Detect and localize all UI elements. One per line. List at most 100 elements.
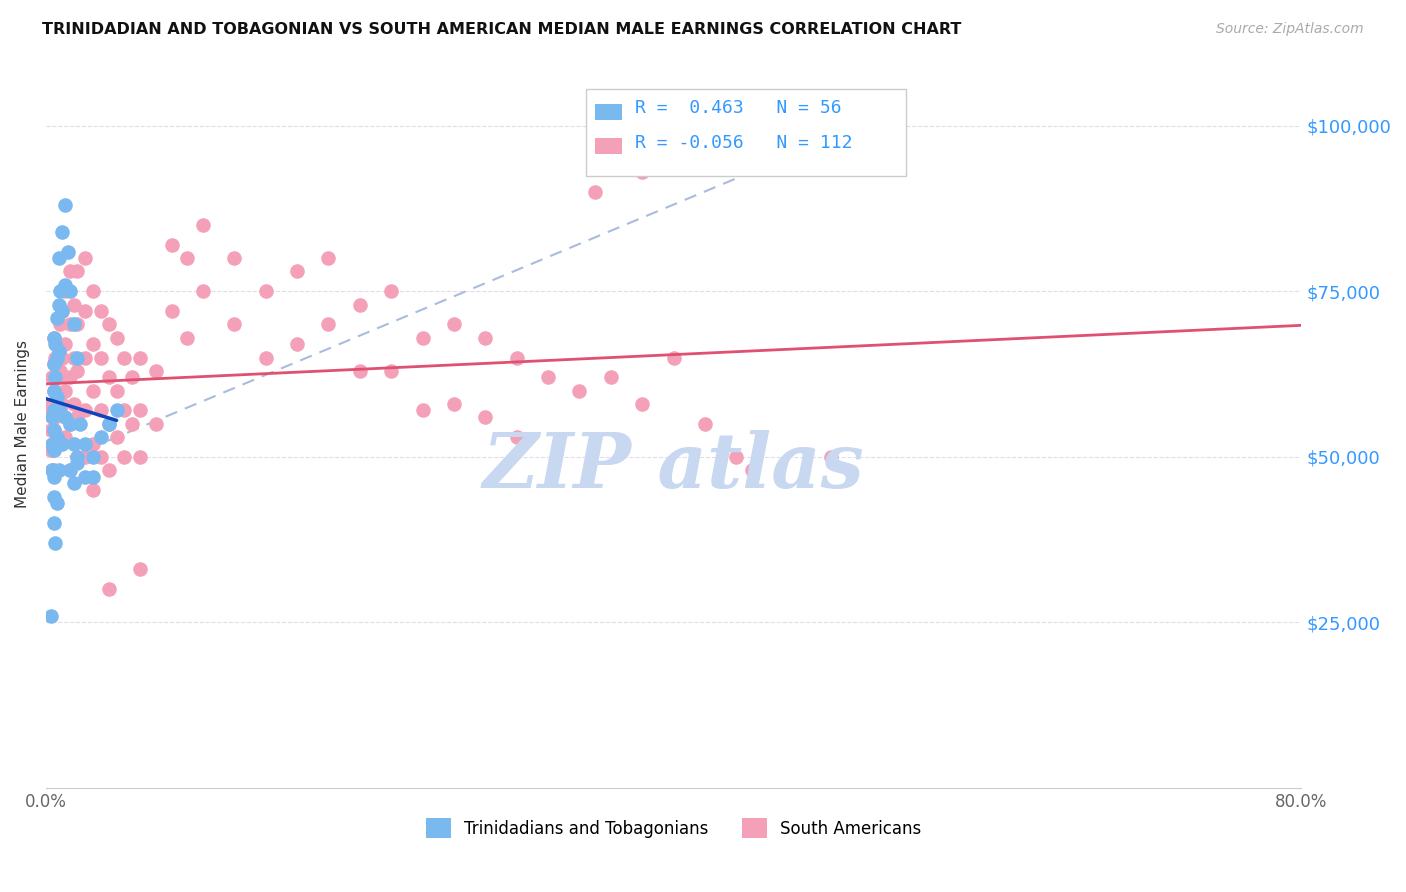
Point [112, 351, 135, 365]
Point [537, 370, 560, 384]
Point [105, 430, 128, 444]
Point [75, 251, 97, 265]
Point [254, 351, 277, 365]
Point [191, 285, 214, 299]
Point [66, 457, 89, 471]
Point [46, 390, 69, 404]
Point [58, 370, 80, 384]
Point [90, 430, 112, 444]
Point [51, 436, 73, 450]
Point [412, 403, 434, 417]
Point [42, 423, 65, 437]
Point [48, 251, 70, 265]
Point [82, 450, 104, 464]
Point [191, 218, 214, 232]
Point [51, 397, 73, 411]
Point [53, 337, 76, 351]
Point [58, 285, 80, 299]
FancyBboxPatch shape [595, 138, 621, 154]
Point [58, 318, 80, 332]
Point [129, 351, 152, 365]
Point [53, 285, 76, 299]
Point [53, 430, 76, 444]
Point [474, 331, 496, 345]
Point [46, 310, 69, 325]
Point [506, 430, 529, 444]
Point [412, 331, 434, 345]
Point [380, 364, 402, 378]
Point [75, 304, 97, 318]
Point [51, 351, 73, 365]
Point [285, 337, 308, 351]
Point [224, 318, 246, 332]
Point [97, 582, 120, 597]
Point [285, 264, 308, 278]
Point [42, 331, 65, 345]
Point [63, 351, 86, 365]
Point [662, 351, 685, 365]
Text: R =  0.463   N = 56: R = 0.463 N = 56 [634, 99, 841, 118]
Point [90, 304, 112, 318]
Point [63, 397, 86, 411]
Point [63, 318, 86, 332]
Point [48, 403, 70, 417]
Point [46, 430, 69, 444]
Point [66, 364, 89, 378]
Point [105, 331, 128, 345]
Point [82, 285, 104, 299]
Point [44, 536, 66, 550]
Point [349, 364, 371, 378]
Point [254, 285, 277, 299]
Legend: Trinidadians and Tobagonians, South Americans: Trinidadians and Tobagonians, South Amer… [419, 812, 928, 845]
Point [599, 370, 621, 384]
Point [44, 436, 66, 450]
Point [75, 436, 97, 450]
Point [42, 423, 65, 437]
Point [41, 423, 63, 437]
Point [443, 397, 465, 411]
Point [380, 285, 402, 299]
Point [58, 463, 80, 477]
Point [53, 410, 76, 425]
Point [474, 410, 496, 425]
Point [318, 318, 340, 332]
Point [97, 318, 120, 332]
Point [129, 450, 152, 464]
Point [58, 417, 80, 431]
Point [82, 436, 104, 450]
Point [75, 351, 97, 365]
Point [41, 370, 63, 384]
Point [41, 436, 63, 450]
Point [97, 417, 120, 431]
Point [39, 423, 62, 437]
Point [44, 351, 66, 365]
Point [568, 384, 591, 398]
Point [39, 403, 62, 417]
Point [63, 436, 86, 450]
FancyBboxPatch shape [586, 88, 905, 176]
Point [42, 403, 65, 417]
Point [75, 450, 97, 464]
Point [66, 351, 89, 365]
Point [51, 225, 73, 239]
Point [41, 463, 63, 477]
Point [66, 450, 89, 464]
Point [42, 463, 65, 477]
Point [75, 469, 97, 483]
Point [42, 443, 65, 458]
Point [90, 403, 112, 417]
Point [121, 417, 143, 431]
Point [820, 450, 842, 464]
Point [725, 450, 748, 464]
Point [97, 417, 120, 431]
Point [41, 410, 63, 425]
Point [97, 463, 120, 477]
Point [51, 304, 73, 318]
Y-axis label: Median Male Earnings: Median Male Earnings [15, 340, 30, 508]
Point [42, 384, 65, 398]
Point [42, 357, 65, 371]
FancyBboxPatch shape [595, 104, 621, 120]
Point [145, 417, 167, 431]
Point [46, 430, 69, 444]
Point [176, 331, 198, 345]
